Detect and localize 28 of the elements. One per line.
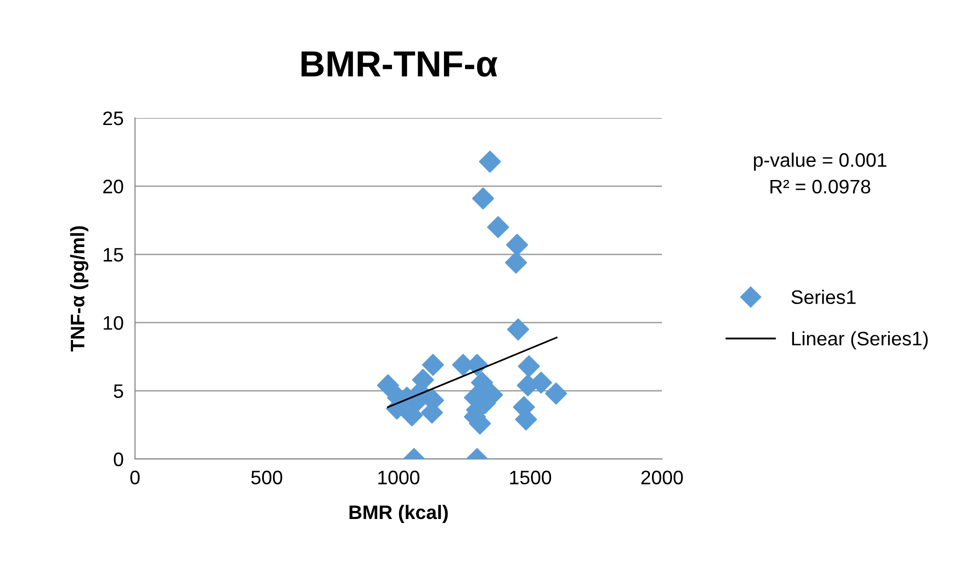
chart-title: BMR-TNF-α <box>302 51 498 77</box>
point <box>376 374 399 396</box>
x-tick-label: 1000 <box>378 470 420 484</box>
x-axis-title: BMR (kcal) <box>350 504 448 524</box>
point <box>472 187 494 210</box>
y-tick-label: 20 <box>103 180 124 194</box>
y-tick-label: 25 <box>103 111 124 126</box>
point <box>507 318 530 340</box>
y-axis-title: TNF-α (pg/ml) <box>70 226 88 352</box>
x-tick-label: 0 <box>130 470 140 484</box>
text: p-value = 0.001 R² = 0.0978 <box>754 152 886 194</box>
x-tick-label: 500 <box>251 470 282 484</box>
legend-label: Linear (Series1) <box>792 331 928 350</box>
point <box>487 216 510 238</box>
point <box>505 252 528 274</box>
point <box>506 234 528 256</box>
x-tick-label: 1500 <box>510 470 552 484</box>
y-tick-label: 15 <box>104 248 124 262</box>
y-tick-label: 5 <box>114 384 124 398</box>
point <box>518 355 540 378</box>
legend-label: Series1 <box>791 290 856 304</box>
point <box>422 354 444 376</box>
x-tick-label: 2000 <box>641 470 683 484</box>
point <box>478 150 501 173</box>
point <box>471 372 494 394</box>
point <box>545 382 568 405</box>
y-tick-label: 0 <box>114 452 124 466</box>
y-tick-label: 10 <box>104 316 124 330</box>
